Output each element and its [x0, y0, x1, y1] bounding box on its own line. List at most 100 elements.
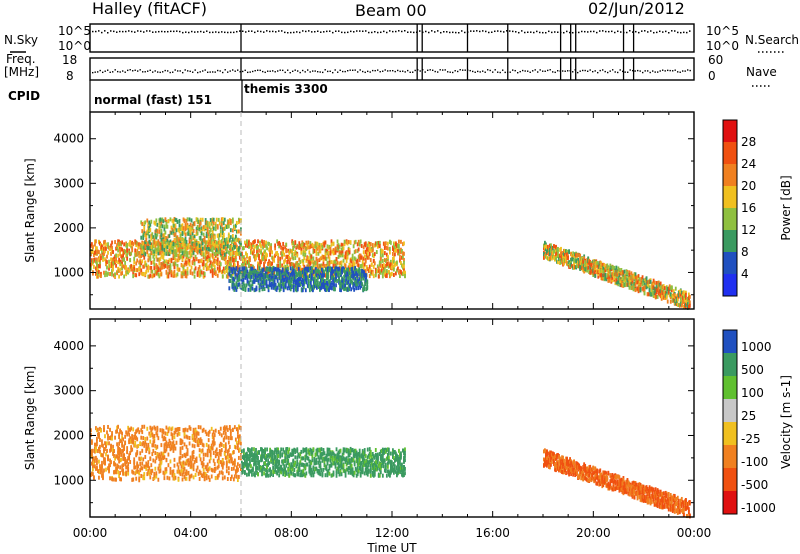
data-cell — [366, 243, 369, 248]
data-cell — [115, 257, 117, 262]
data-cell — [306, 275, 309, 280]
data-cell — [196, 272, 199, 277]
nsky-point — [659, 30, 661, 33]
nsky-point — [587, 31, 589, 33]
data-cell — [366, 286, 369, 291]
data-cell — [591, 265, 594, 270]
data-cell — [311, 259, 314, 264]
data-cell — [236, 229, 239, 234]
data-cell — [256, 274, 259, 279]
data-cell — [179, 233, 182, 238]
data-cell — [281, 263, 284, 268]
data-cell — [109, 271, 111, 276]
data-cell — [327, 245, 330, 250]
data-cell — [375, 250, 378, 255]
data-cell — [216, 249, 219, 254]
data-cell — [314, 272, 317, 277]
data-cell — [272, 283, 275, 288]
freq-point — [619, 69, 621, 71]
data-cell — [282, 278, 285, 283]
data-cell — [269, 252, 271, 257]
data-cell — [156, 257, 159, 262]
nsky-point — [245, 31, 247, 33]
nsky-point — [98, 30, 100, 32]
data-cell — [191, 225, 194, 230]
data-cell — [125, 241, 128, 246]
data-cell — [297, 283, 300, 288]
data-cell — [130, 426, 133, 431]
data-cell — [122, 253, 125, 258]
nsky-point — [302, 30, 304, 32]
data-cell — [113, 470, 115, 475]
data-cell — [153, 257, 156, 262]
freq-point — [402, 70, 404, 72]
freq-point — [384, 69, 386, 71]
data-cell — [264, 255, 266, 260]
data-cell — [96, 246, 98, 251]
data-cell — [249, 275, 252, 280]
data-cell — [90, 243, 92, 248]
data-cell — [99, 449, 101, 454]
data-cell — [117, 253, 119, 258]
data-cell — [676, 302, 679, 307]
data-cell — [582, 268, 585, 273]
data-cell — [629, 278, 632, 283]
data-cell — [127, 456, 130, 461]
data-cell — [319, 247, 322, 252]
data-cell — [255, 278, 258, 283]
data-cell — [286, 277, 289, 282]
nsky-point — [344, 31, 346, 34]
data-cell — [211, 261, 214, 266]
freq-point — [534, 69, 536, 71]
data-cell — [115, 466, 117, 471]
data-cell — [368, 264, 371, 269]
data-cell — [153, 266, 156, 271]
data-cell — [231, 270, 234, 275]
data-cell — [201, 262, 204, 267]
data-cell — [351, 262, 354, 267]
data-cell — [300, 280, 303, 285]
data-cell — [348, 271, 351, 276]
data-cell — [124, 471, 127, 476]
data-cell — [149, 253, 152, 258]
data-cell — [672, 298, 675, 303]
freq-point — [662, 69, 664, 71]
data-cell — [217, 236, 220, 241]
nsky-point — [236, 30, 238, 33]
data-cell — [379, 263, 382, 268]
data-cell — [219, 233, 222, 238]
nsky-point — [653, 31, 655, 34]
data-cell — [181, 248, 184, 253]
data-cell — [352, 281, 355, 286]
data-cell — [181, 264, 184, 269]
data-cell — [656, 287, 659, 292]
data-cell — [127, 466, 130, 471]
data-cell — [365, 278, 368, 283]
data-cell — [292, 280, 295, 285]
data-cell — [626, 278, 629, 283]
data-cell — [624, 282, 627, 287]
data-cell — [688, 300, 691, 305]
data-cell — [95, 426, 97, 431]
data-cell — [138, 272, 141, 277]
data-cell — [333, 251, 336, 256]
data-cell — [189, 229, 192, 234]
data-cell — [561, 258, 563, 263]
data-cell — [294, 275, 297, 280]
freq-point — [219, 70, 221, 72]
data-cell — [166, 245, 169, 250]
data-cell — [189, 246, 192, 251]
data-cell — [298, 277, 301, 282]
data-cell — [121, 443, 124, 448]
freq-point — [239, 71, 241, 73]
data-cell — [326, 273, 328, 278]
data-cell — [152, 260, 155, 265]
data-cell — [378, 262, 381, 267]
data-cell — [96, 261, 98, 266]
data-cell — [114, 435, 116, 440]
freq-point — [632, 69, 634, 72]
freq-point — [92, 71, 94, 74]
data-cell — [232, 276, 235, 281]
data-cell — [598, 268, 601, 273]
data-cell — [602, 265, 605, 270]
